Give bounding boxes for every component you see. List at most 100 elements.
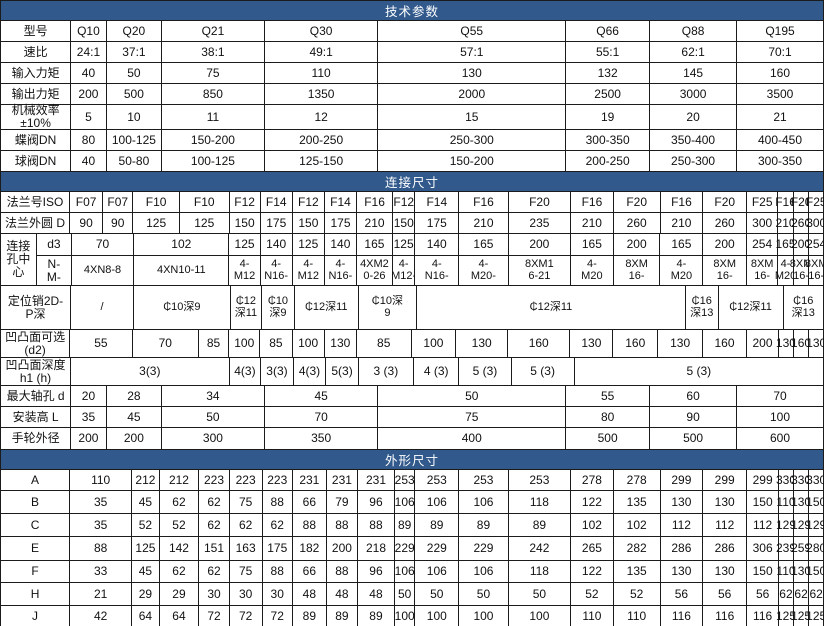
cell: 200	[71, 84, 107, 105]
cell: 400	[378, 428, 567, 450]
cell: 253	[508, 470, 572, 491]
table-row: 球阀DN 40 50-80 100-125 125-150 150-200 200-250 2…	[1, 151, 823, 172]
cell: 89	[394, 514, 416, 537]
cell: Q195	[737, 21, 823, 42]
cell: 160	[737, 63, 823, 84]
cell: 4- M20	[570, 256, 614, 286]
cell: 229	[395, 537, 416, 561]
cell: F07	[103, 192, 134, 213]
cell: 56	[747, 583, 780, 606]
row-label: F	[1, 561, 71, 583]
cell: 102	[134, 234, 230, 256]
cell: 110	[264, 63, 379, 84]
row-label: 型号	[1, 21, 72, 42]
cell: 3(3)	[261, 358, 294, 386]
cell: 231	[292, 470, 327, 491]
cell: 35	[70, 491, 133, 514]
row-group: 连接 孔中 心 d3 70 102 125 140 125 140 165 125 140 165 20…	[1, 234, 824, 286]
cell: 110	[776, 491, 796, 514]
row-label: 速比	[1, 42, 72, 63]
table-row: 输入力矩 40 50 75 110 130 132 145 160	[1, 63, 823, 84]
cell: 150	[292, 213, 325, 234]
cell: 400-450	[737, 130, 823, 151]
cell: F14	[260, 192, 293, 213]
cell: 19	[566, 105, 651, 130]
cell: F10	[179, 192, 230, 213]
cell: 110	[571, 606, 614, 626]
cell: 239	[776, 537, 796, 561]
cell: 299	[747, 470, 780, 491]
row-label: 凹凸面可选 (d2)	[1, 330, 71, 358]
table-row: N- M- 4XN8-8 4XN10-11 4- M12 4- N16- 4- M12 4-…	[36, 256, 824, 286]
cell: 253	[459, 470, 509, 491]
cell: 100	[411, 330, 457, 358]
cell: 62	[779, 583, 794, 606]
cell: 122	[571, 491, 614, 514]
row-label: N- M-	[36, 256, 72, 286]
cell: 72	[199, 606, 230, 626]
cell: Q10	[71, 21, 107, 42]
cell: 75	[162, 63, 265, 84]
cell: 135	[613, 561, 661, 583]
cell: 4- N16-	[415, 256, 460, 286]
cell: 33	[70, 561, 133, 583]
row-label: 蝶阀DN	[1, 130, 72, 151]
cell: 280	[806, 537, 824, 561]
cell: 112	[747, 514, 780, 537]
table-row: 蝶阀DN 80 100-125 150-200 200-250 250-300 300-35…	[1, 130, 823, 151]
cell: 150	[393, 213, 416, 234]
cell: 4- M20	[775, 256, 796, 286]
cell: 89	[415, 514, 460, 537]
cell: 200	[326, 537, 358, 561]
cell: 88	[326, 561, 358, 583]
cell: 175	[324, 213, 358, 234]
row-label: d3	[36, 234, 72, 256]
cell: 330	[776, 470, 796, 491]
cell: 21	[70, 583, 133, 606]
cell: 210	[571, 213, 614, 234]
cell: 130	[324, 330, 357, 358]
cell: 125	[791, 606, 811, 626]
cell: 5 (3)	[574, 358, 823, 386]
cell: 100	[737, 407, 823, 428]
table-row: F 33 45 62 62 75 88 66 88 96 106 106 106 118 122 135 130…	[1, 561, 824, 583]
cell: 20	[71, 386, 107, 407]
cell: 130	[776, 330, 796, 358]
cell: 12	[264, 105, 379, 130]
cell: 4- M20-	[459, 256, 509, 286]
cell: 132	[566, 63, 651, 84]
cell: 80	[71, 130, 107, 151]
cell: 118	[508, 491, 572, 514]
row-label: 法兰号ISO	[1, 192, 71, 213]
cell: 150	[747, 491, 780, 514]
cell: ₵12深11	[416, 286, 686, 330]
cell: 62	[199, 491, 230, 514]
cell: 106	[395, 561, 416, 583]
cell: 62	[199, 561, 230, 583]
cell: 223	[262, 470, 293, 491]
cell: 300	[162, 428, 265, 450]
cell: 306	[747, 537, 780, 561]
cell: 55	[566, 386, 651, 407]
cell: 34	[162, 386, 265, 407]
cell: 2000	[378, 84, 567, 105]
cell: 106	[459, 491, 509, 514]
cell: 850	[162, 84, 265, 105]
cell: 130	[658, 330, 704, 358]
cell: 231	[358, 470, 395, 491]
cell: 29	[159, 583, 200, 606]
cell: 182	[292, 537, 327, 561]
cell: 3000	[650, 84, 738, 105]
cell: 102	[613, 514, 661, 537]
row-label: C	[1, 514, 71, 537]
cell: 100	[415, 606, 460, 626]
section-header: 连接尺寸	[1, 172, 823, 192]
cell: 50	[459, 583, 509, 606]
table-row: 凹凸面可选 (d2) 55 70 85 100 85 100 130 85 100 130 160 13…	[1, 330, 824, 358]
cell: 88	[262, 561, 293, 583]
cell: 200	[746, 330, 780, 358]
cell: 229	[415, 537, 460, 561]
cell: 212	[159, 470, 200, 491]
table-row: J 42 64 64 72 72 72 89 89 89 100 100 100 100 110 110 116…	[1, 606, 824, 626]
cell: 130	[660, 491, 704, 514]
